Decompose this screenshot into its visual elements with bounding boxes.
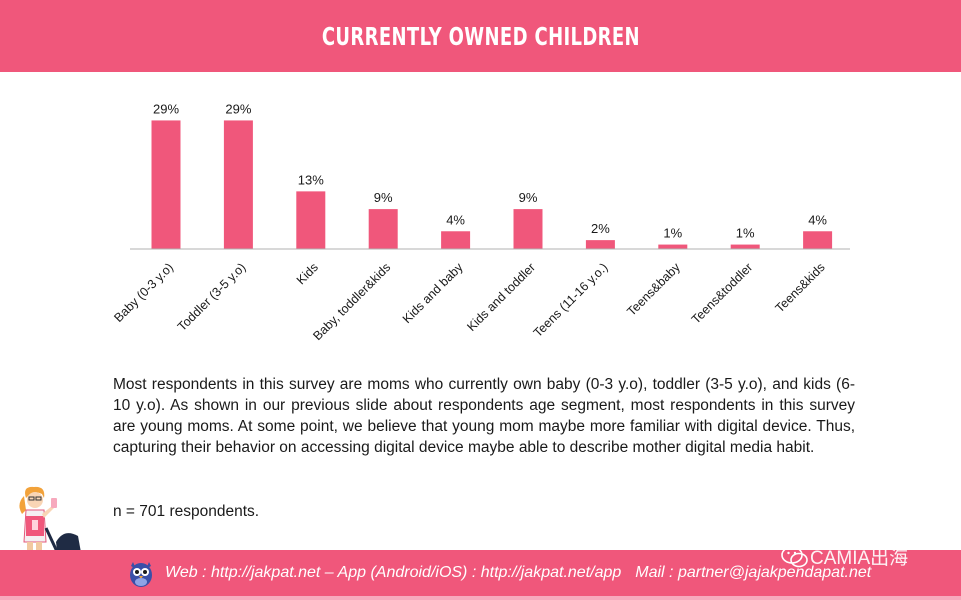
description-paragraph: Most respondents in this survey are moms… bbox=[113, 376, 855, 456]
owl-logo-icon bbox=[130, 562, 152, 587]
data-label-7: 1% bbox=[663, 226, 682, 241]
header-banner: CURRENTLY OWNED CHILDREN bbox=[0, 0, 961, 72]
category-label-7: Teens&baby bbox=[624, 260, 683, 319]
category-label-5: Kids and toddler bbox=[464, 260, 538, 334]
bar-1 bbox=[223, 120, 253, 249]
data-label-8: 1% bbox=[736, 226, 755, 241]
footer-mail-link[interactable]: Mail : partner@jajakpendapat.net bbox=[635, 564, 872, 581]
category-label-3: Baby, toddler&kids bbox=[310, 260, 393, 343]
category-label-4: Kids and baby bbox=[400, 260, 466, 326]
bar-3 bbox=[368, 209, 398, 249]
watermark-text: CAMIA出海 bbox=[810, 548, 909, 569]
bar-5 bbox=[513, 209, 543, 249]
footer-web-link[interactable]: Web : http://jakpat.net – App (Android/i… bbox=[165, 564, 622, 581]
bar-chart: 29% Baby (0-3 y.o) 29% Toddler (3-5 y.o) 13%… bbox=[111, 101, 850, 343]
data-label-9: 4% bbox=[808, 212, 827, 227]
data-label-0: 29% bbox=[153, 101, 179, 116]
category-label-6: Teens (11-16 y.o.) bbox=[531, 260, 611, 340]
watermark: CAMIA出海 bbox=[780, 543, 908, 570]
category-label-0: Baby (0-3 y.o) bbox=[111, 260, 176, 325]
data-label-3: 9% bbox=[374, 190, 393, 205]
bar-2 bbox=[296, 191, 326, 249]
wechat-icon bbox=[781, 545, 808, 567]
bar-7 bbox=[658, 244, 688, 249]
page-title: CURRENTLY OWNED CHILDREN bbox=[321, 21, 640, 51]
category-label-2: Kids bbox=[294, 260, 321, 287]
bar-6 bbox=[585, 240, 615, 249]
category-label-1: Toddler (3-5 y.o) bbox=[175, 260, 249, 334]
data-label-1: 29% bbox=[225, 101, 251, 116]
bar-8 bbox=[730, 244, 760, 249]
bar-4 bbox=[441, 231, 471, 249]
data-label-4: 4% bbox=[446, 212, 465, 227]
bar-9 bbox=[803, 231, 833, 249]
sample-size-note: n = 701 respondents. bbox=[113, 503, 260, 520]
footer-contact-text: Web : http://jakpat.net – App (Android/i… bbox=[165, 564, 871, 582]
footer-accent-strip bbox=[0, 596, 961, 600]
data-label-2: 13% bbox=[298, 172, 324, 187]
data-label-5: 9% bbox=[519, 190, 538, 205]
bar-0 bbox=[151, 120, 181, 249]
category-label-8: Teens&toddler bbox=[689, 260, 755, 326]
data-label-6: 2% bbox=[591, 221, 610, 236]
category-label-9: Teens&kids bbox=[773, 260, 828, 315]
